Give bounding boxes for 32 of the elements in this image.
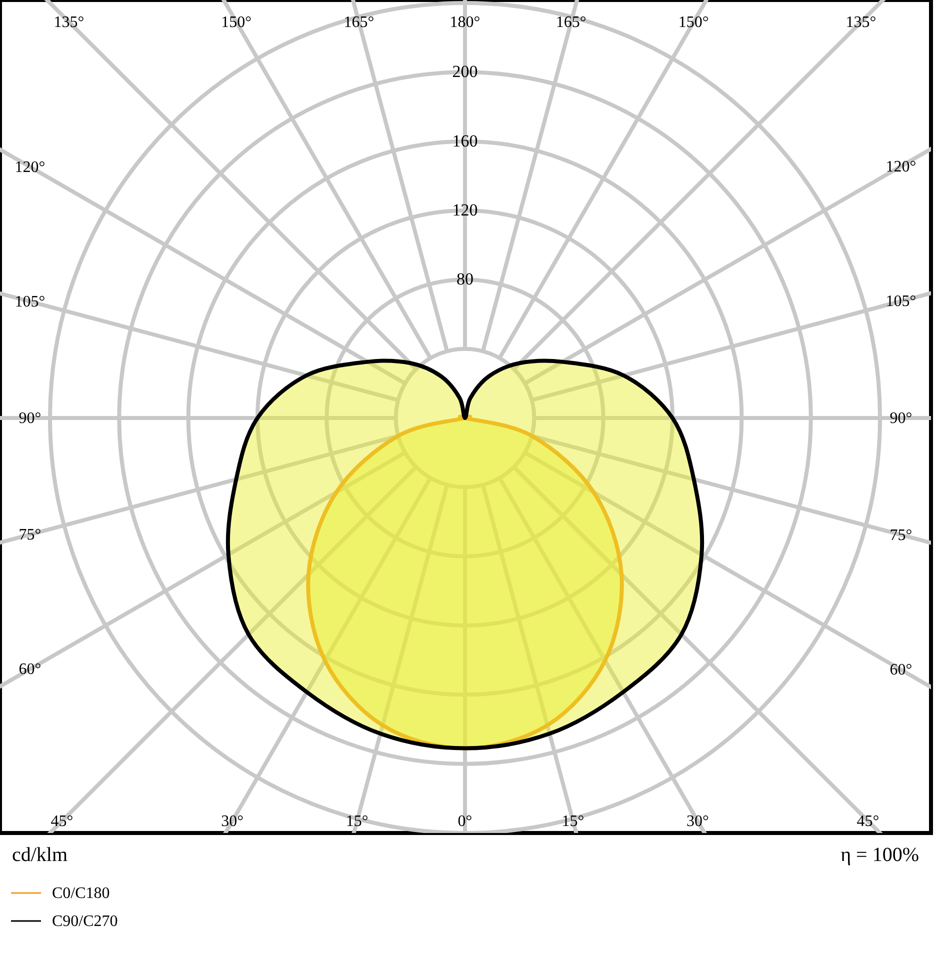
- spoke-label: 75°: [18, 526, 42, 544]
- spoke-label: 150°: [221, 14, 252, 31]
- spoke-label: 30°: [686, 813, 709, 830]
- spoke-label: 30°: [221, 813, 244, 830]
- text: cd/klm: [12, 844, 68, 866]
- spoke-label: 180°: [450, 14, 480, 31]
- y-tick-label: 120: [452, 200, 478, 220]
- text: η = 100%: [840, 844, 919, 866]
- spoke-label: 120°: [14, 158, 46, 176]
- spoke-label: 60°: [890, 662, 912, 679]
- spoke-label: 0°: [458, 813, 472, 830]
- spoke-label: 165°: [344, 14, 374, 31]
- spoke-label: 105°: [14, 293, 46, 310]
- spoke-label: 90°: [18, 410, 42, 427]
- spoke-label: 120°: [886, 158, 916, 176]
- spoke-label: 135°: [54, 14, 84, 31]
- y-tick-label: 200: [452, 62, 478, 82]
- y-tick-label: 80: [456, 270, 474, 289]
- legend-label: C90/C270: [52, 913, 118, 930]
- spoke-label: 75°: [890, 526, 912, 544]
- spoke-label: 60°: [18, 661, 42, 678]
- spoke-label: 15°: [562, 813, 584, 830]
- spoke-label: 90°: [890, 410, 912, 427]
- y-tick-label: 160: [452, 131, 478, 150]
- spoke-label: 45°: [50, 813, 74, 830]
- spoke-label: 105°: [886, 293, 916, 310]
- spoke-label: 15°: [346, 813, 368, 830]
- legend-label: C0/C180: [52, 885, 110, 902]
- spoke-label: 135°: [846, 14, 876, 31]
- spoke-label: 150°: [678, 14, 709, 31]
- spoke-label: 45°: [856, 813, 880, 830]
- spoke-label: 165°: [556, 14, 586, 31]
